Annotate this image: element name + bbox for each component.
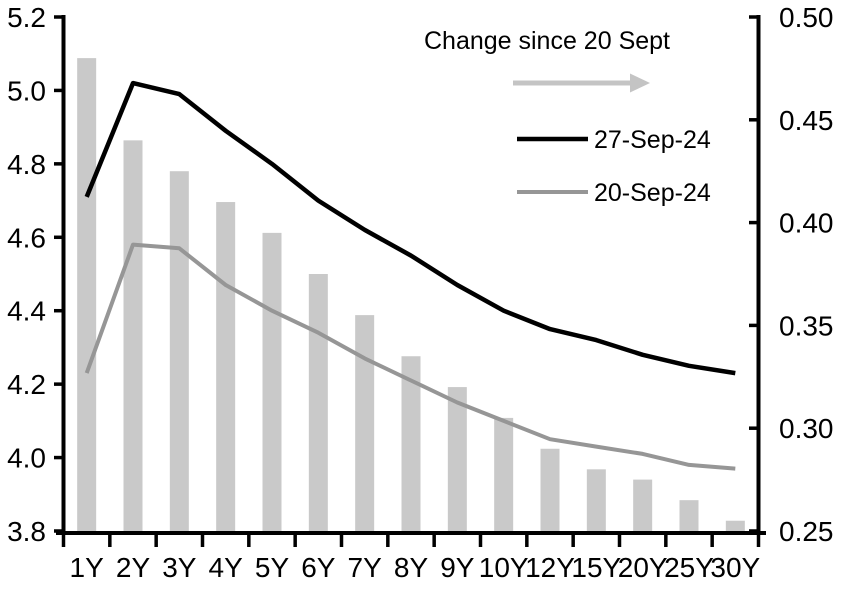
bar-4Y <box>216 202 236 534</box>
x-axis-label-25Y: 25Y <box>664 552 714 583</box>
x-axis-label-15Y: 15Y <box>571 552 621 583</box>
bar-12Y <box>540 448 560 533</box>
right-axis-tick-label-0.30: 0.30 <box>779 413 834 444</box>
x-axis-label-1Y: 1Y <box>70 552 105 583</box>
bar-6Y <box>308 274 328 533</box>
legend-label-20-Sep-24: 20-Sep-24 <box>594 179 711 207</box>
right-axis-tick-label-0.40: 0.40 <box>779 208 834 239</box>
x-axis-label-7Y: 7Y <box>348 552 383 583</box>
right-arrow-icon <box>630 73 650 93</box>
bar-1Y <box>77 58 97 534</box>
left-axis-tick-label-4.8: 4.8 <box>7 149 46 180</box>
bar-3Y <box>169 171 189 533</box>
legend-title: Change since 20 Sept <box>424 27 670 55</box>
legend-label-27-Sep-24: 27-Sep-24 <box>594 126 711 154</box>
x-axis-label-3Y: 3Y <box>162 552 197 583</box>
bar-8Y <box>401 356 421 533</box>
x-axis-label-6Y: 6Y <box>301 552 336 583</box>
bar-30Y <box>725 520 745 533</box>
left-axis-tick-label-4.0: 4.0 <box>7 443 46 474</box>
bar-15Y <box>586 469 606 533</box>
bar-20Y <box>633 479 653 533</box>
x-axis-label-4Y: 4Y <box>209 552 244 583</box>
right-axis-tick-label-0.25: 0.25 <box>779 516 834 547</box>
x-axis-label-10Y: 10Y <box>479 552 529 583</box>
x-axis-label-5Y: 5Y <box>255 552 290 583</box>
left-axis-tick-label-4.4: 4.4 <box>7 296 46 327</box>
right-axis-tick-label-0.45: 0.45 <box>779 105 834 136</box>
bar-25Y <box>679 500 699 533</box>
bar-7Y <box>355 315 375 533</box>
line-27-Sep-24 <box>84 80 736 376</box>
bar-9Y <box>447 387 467 533</box>
x-axis-label-9Y: 9Y <box>440 552 475 583</box>
x-axis-label-30Y: 30Y <box>710 552 760 583</box>
right-axis-tick-label-0.50: 0.50 <box>779 2 834 33</box>
left-axis-tick-label-4.2: 4.2 <box>7 369 46 400</box>
bar-5Y <box>262 232 282 533</box>
line-20-Sep-24 <box>84 242 736 471</box>
right-axis-tick-label-0.35: 0.35 <box>779 310 834 341</box>
x-axis-label-20Y: 20Y <box>618 552 668 583</box>
bar-10Y <box>494 417 514 533</box>
x-axis-label-8Y: 8Y <box>394 552 429 583</box>
bar-2Y <box>123 140 143 534</box>
left-axis-tick-label-4.6: 4.6 <box>7 222 46 253</box>
left-axis-tick-label-5.2: 5.2 <box>7 2 46 33</box>
x-axis-label-2Y: 2Y <box>116 552 151 583</box>
left-axis-tick-label-3.8: 3.8 <box>7 516 46 547</box>
x-axis-label-12Y: 12Y <box>525 552 575 583</box>
left-axis-tick-label-5.0: 5.0 <box>7 75 46 106</box>
